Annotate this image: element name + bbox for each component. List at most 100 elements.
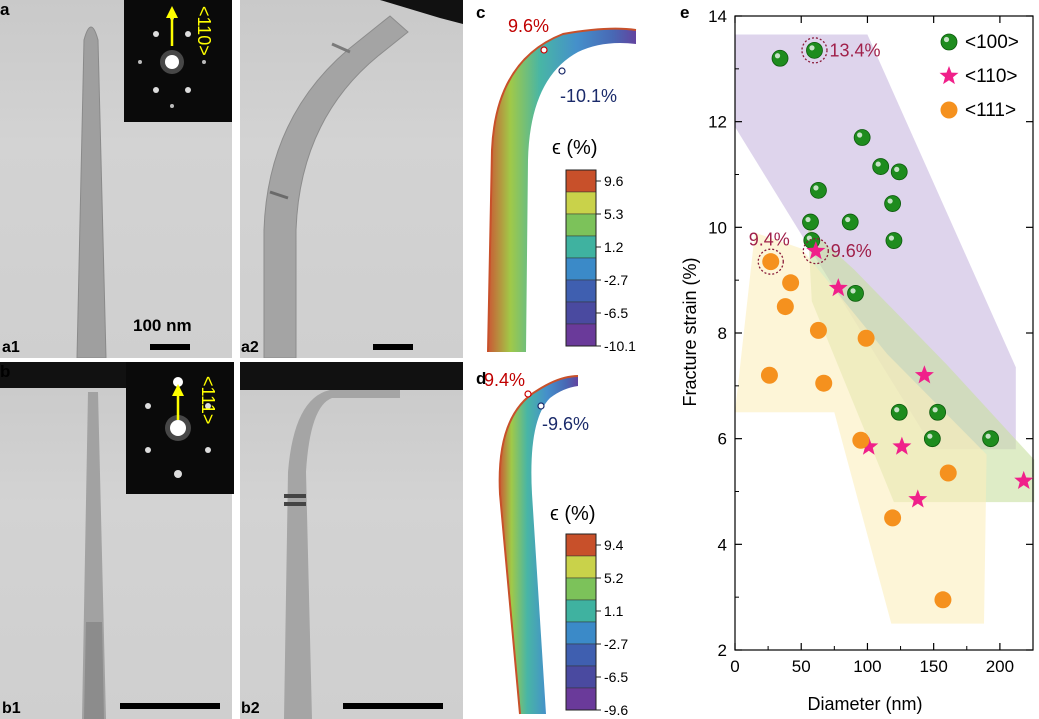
nanowire-a2	[263, 0, 463, 358]
colorbar-c-swatch	[565, 257, 597, 281]
point-100-highlight	[813, 185, 819, 191]
y-tick-label: 14	[708, 7, 727, 26]
colorbar-d-tick-label: -9.6	[604, 702, 628, 718]
point-110	[1014, 470, 1034, 489]
y-tick-label: 10	[708, 218, 727, 237]
scale-bar-a2	[373, 344, 413, 350]
point-110	[892, 436, 912, 455]
point-100-highlight	[845, 216, 851, 223]
colorbar-c-tick-label: 5.3	[604, 206, 624, 222]
x-axis-label: Diameter (nm)	[807, 694, 922, 714]
point-111	[760, 366, 778, 384]
simulation-panel-c: c 9.6% -10.1% ϵ (%) 9.6 5.3 1.2 -2.7 -6.5 -10…	[476, 3, 637, 354]
colorbar-c: 9.6 5.3 1.2 -2.7 -6.5 -10.1	[565, 169, 636, 354]
legend: <100> <110> <111>	[939, 32, 1019, 121]
colorbar-c-tick-label: -2.7	[604, 272, 628, 288]
point-100	[890, 403, 908, 421]
point-111	[762, 253, 780, 271]
y-axis-label: Fracture strain (%)	[680, 257, 700, 406]
point-100	[806, 41, 823, 59]
colorbar-d-tick-label: -2.7	[604, 636, 628, 652]
panel-label-a2: a2	[241, 339, 259, 356]
point-100	[923, 430, 941, 448]
panel-label-e: e	[680, 3, 689, 22]
point-111	[776, 298, 794, 316]
legend-entry-label: <111>	[965, 100, 1016, 121]
data-points	[760, 41, 1034, 609]
legend-marker	[939, 66, 959, 85]
panel-label-a1: a1	[2, 339, 20, 356]
y-tick-label: 12	[708, 113, 727, 132]
x-tick-label: 50	[792, 657, 811, 676]
tem-image-b2	[240, 362, 463, 719]
point-111	[934, 591, 952, 609]
inset-direction-label-a: <110>	[194, 6, 214, 56]
panel-label-b2: b2	[241, 700, 260, 717]
fracture-strain-chart: e 0 50 100 150 200 2 4 6 8 10 12 14 13.4% 9.6% 9.4% <…	[680, 3, 1035, 714]
colorbar-d-tick-label: -6.5	[604, 669, 628, 685]
colorbar-d: 9.4 5.2 1.1 -2.7 -6.5 -9.6	[565, 533, 628, 718]
strain-min-label-d: -9.6%	[542, 414, 589, 434]
colorbar-title-d: ϵ (%)	[550, 503, 596, 525]
point-100-highlight	[985, 433, 991, 439]
point-100	[890, 163, 908, 181]
colorbar-d-tick-label: 9.4	[604, 537, 624, 553]
strain-region	[807, 227, 1035, 503]
point-100	[885, 232, 903, 249]
point-100-highlight	[894, 166, 900, 172]
point-111	[884, 509, 902, 527]
y-tick-label: 8	[718, 324, 727, 343]
colorbar-c-tick-label: -10.1	[604, 338, 636, 354]
point-100-highlight	[809, 45, 815, 51]
colorbar-d-tick-label: 5.2	[604, 570, 624, 586]
point-100	[802, 213, 819, 231]
panel-label-b1: b1	[2, 700, 21, 717]
point-100	[929, 403, 947, 421]
inset-direction-label-b: <111>	[198, 376, 218, 425]
simulation-panel-d: d 9.4% -9.6% ϵ (%) 9.4 5.2 1.1 -2.7 -6.5 -9.6	[476, 369, 628, 718]
point-100	[810, 181, 827, 199]
strain-regions	[735, 34, 1035, 624]
point-100-highlight	[875, 161, 881, 167]
point-111	[852, 431, 870, 449]
annotation-highlight-circle	[802, 237, 829, 265]
point-110	[859, 436, 879, 455]
colorbar-c-tick-label: 1.2	[604, 239, 624, 255]
annotation-label: 9.6%	[831, 241, 872, 261]
point-100-highlight	[887, 198, 893, 204]
point-110	[914, 365, 934, 384]
scale-label-a1: 100 nm	[133, 316, 192, 335]
x-tick-label: 0	[730, 657, 739, 676]
colorbar-d-swatch	[565, 533, 597, 557]
point-110	[828, 278, 848, 297]
colorbar-c-tick-label: 9.6	[604, 173, 624, 189]
strain-min-label-c: -10.1%	[560, 86, 617, 106]
colorbar-title-c: ϵ (%)	[552, 137, 598, 159]
point-100	[853, 129, 871, 146]
scale-bar-a1	[150, 344, 190, 350]
annotation-label: 13.4%	[829, 40, 880, 60]
colorbar-c-tick-label: -6.5	[604, 305, 628, 321]
x-tick-label: 200	[986, 657, 1014, 676]
colorbar-c-swatch	[565, 279, 597, 303]
scale-bar-b1	[120, 703, 220, 709]
colorbar-d-swatch	[565, 599, 597, 623]
legend-entry-label: <110>	[965, 66, 1017, 87]
annotation-highlight-circle	[801, 37, 828, 64]
point-110	[908, 489, 928, 508]
panel-label-a: a	[0, 0, 10, 19]
panel-label-c: c	[476, 3, 485, 22]
point-100-highlight	[888, 235, 895, 241]
point-100-highlight	[932, 407, 938, 413]
y-tick-label: 6	[718, 430, 727, 449]
point-100	[847, 284, 864, 302]
colorbar-d-tick-label: 1.1	[604, 603, 624, 619]
legend-marker	[940, 101, 958, 119]
point-100-highlight	[774, 53, 781, 59]
point-111	[939, 464, 957, 482]
point-100-highlight	[857, 132, 863, 138]
annotation-highlight-circle	[757, 248, 784, 275]
y-tick-label: 4	[718, 535, 727, 554]
panel-label-b: b	[0, 362, 11, 381]
legend-marker	[940, 33, 958, 51]
